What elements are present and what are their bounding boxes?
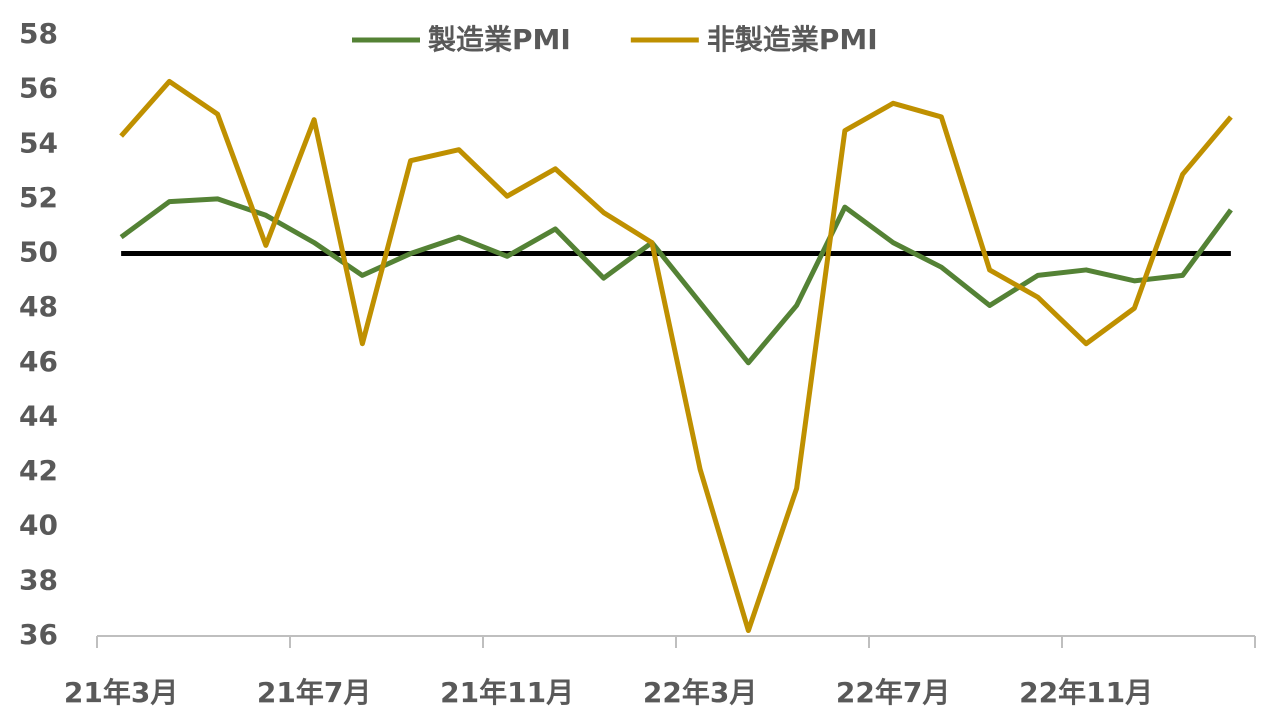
y-tick-label: 36 [19, 618, 58, 651]
y-tick-label: 48 [19, 290, 58, 323]
x-tick-label: 22年7月 [836, 676, 950, 709]
y-tick-label: 54 [19, 126, 58, 159]
y-tick-label: 44 [19, 399, 58, 432]
y-tick-label: 38 [19, 563, 58, 596]
x-tick-label: 21年11月 [440, 676, 574, 709]
legend-label: 製造業PMI [428, 23, 571, 56]
y-tick-label: 40 [19, 509, 58, 542]
y-tick-label: 50 [19, 236, 58, 269]
series-line [119, 196, 1233, 366]
x-tick-label: 21年3月 [64, 676, 178, 709]
y-tick-label: 56 [19, 72, 58, 105]
x-tick-label: 22年3月 [643, 676, 757, 709]
y-tick-label: 46 [19, 345, 58, 378]
y-tick-label: 52 [19, 181, 58, 214]
x-tick-label: 22年11月 [1019, 676, 1153, 709]
legend-label: 非製造業PMI [707, 23, 878, 56]
series-line [119, 78, 1233, 634]
y-tick-label: 58 [19, 17, 58, 50]
x-tick-label: 21年7月 [257, 676, 371, 709]
y-tick-label: 42 [19, 454, 58, 487]
